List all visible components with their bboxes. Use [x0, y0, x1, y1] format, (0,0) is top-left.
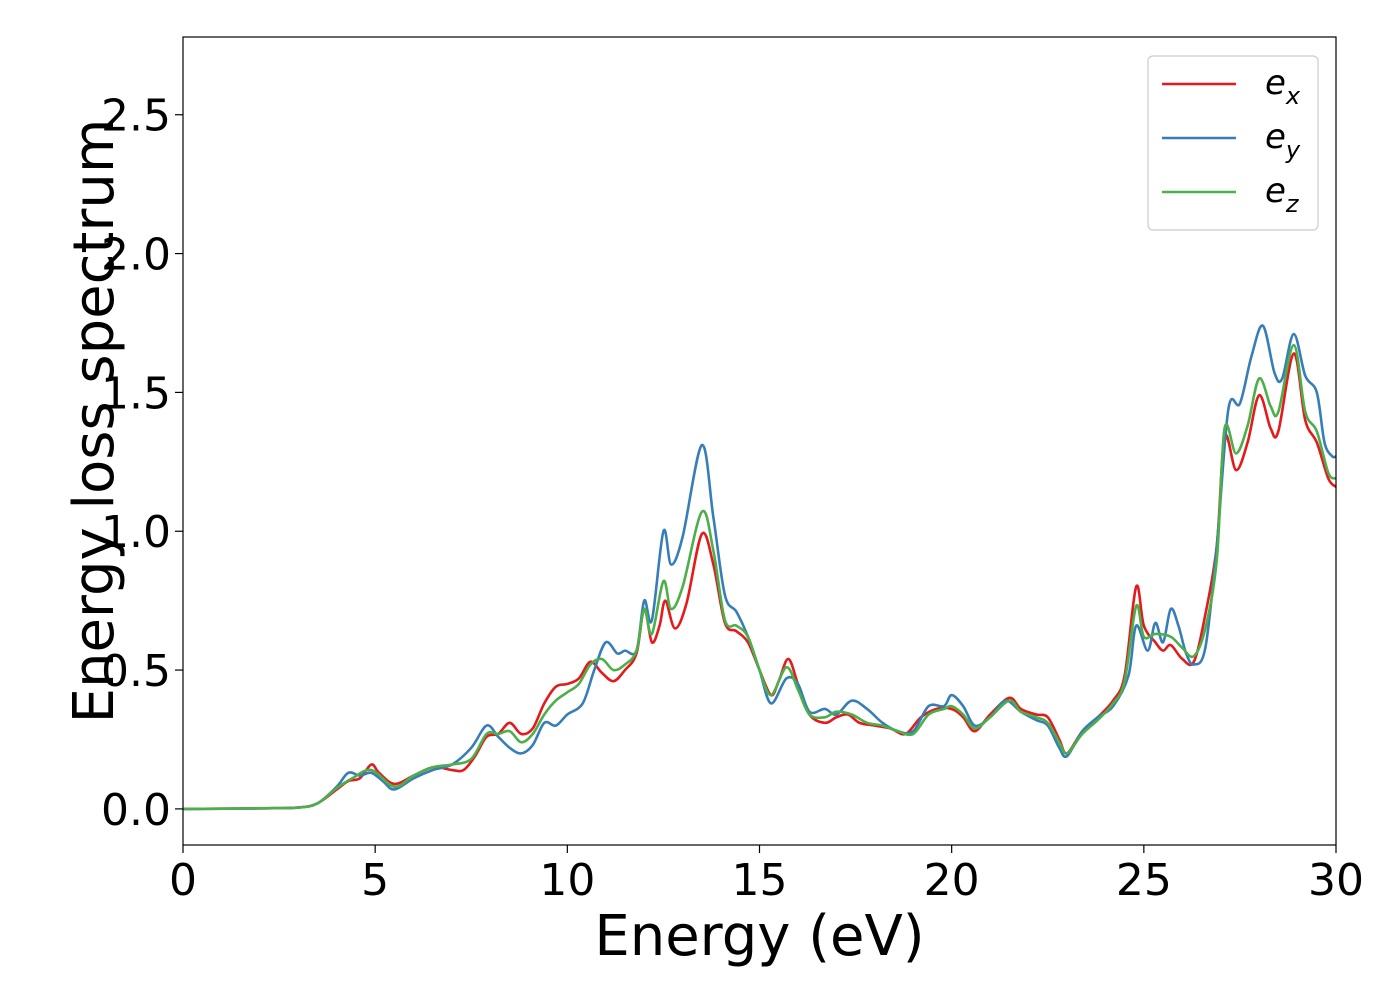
x-axis-title: Energy (eV) [594, 904, 924, 969]
y-tick-label: 2.0 [101, 230, 171, 281]
legend-label-y: ey [1265, 117, 1301, 164]
x-tick-label: 25 [1116, 855, 1172, 906]
series-line-y [183, 324, 1336, 811]
legend-label-x: ex [1265, 63, 1301, 110]
y-axis-title: Energy loss spectrum [62, 119, 127, 724]
x-tick-label: 15 [732, 855, 788, 906]
y-tick-label: 1.0 [101, 507, 171, 558]
y-tick-label: 0.5 [101, 646, 171, 697]
x-axis: 0 5 10 15 20 25 30 [169, 845, 1364, 906]
legend-label-z: ez [1265, 171, 1300, 218]
y-tick-label: 0.0 [101, 785, 171, 836]
x-tick-label: 10 [539, 855, 595, 906]
y-tick-label: 2.5 [101, 91, 171, 142]
x-tick-label: 20 [924, 855, 980, 906]
x-tick-label: 30 [1308, 855, 1364, 906]
legend-box [1147, 55, 1319, 231]
series-line-x [183, 352, 1336, 811]
y-tick-label: 1.5 [101, 368, 171, 419]
x-tick-label: 0 [169, 855, 197, 906]
legend: ex ey ez [1147, 55, 1319, 231]
series-layer [183, 324, 1336, 811]
series-line-z [183, 343, 1336, 811]
y-axis: 0.0 0.5 1.0 1.5 2.0 2.5 [101, 91, 183, 836]
x-tick-label: 5 [361, 855, 389, 906]
